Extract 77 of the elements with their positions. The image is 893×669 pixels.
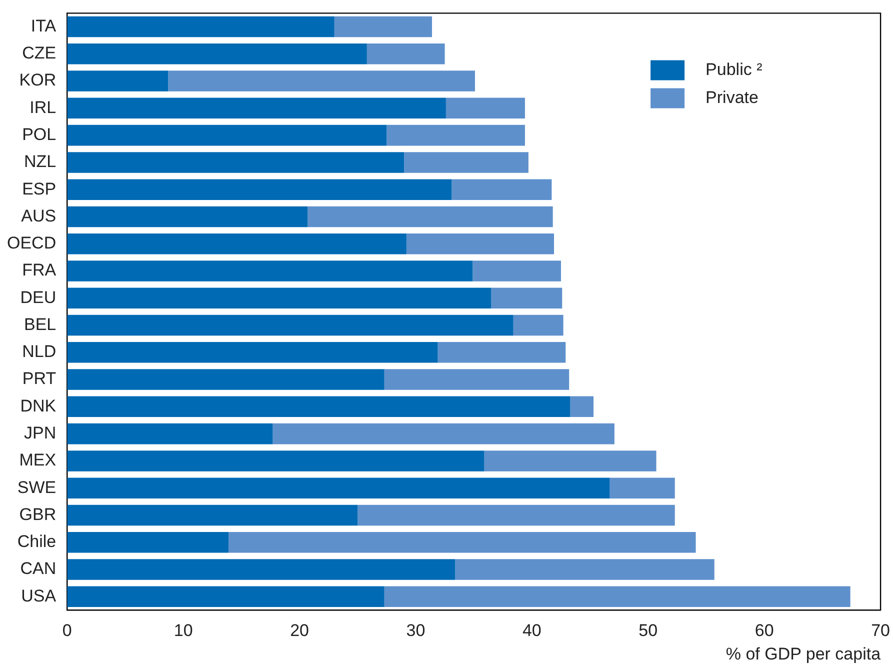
bar xyxy=(513,314,564,336)
x-tick-label: 50 xyxy=(638,621,658,640)
bar xyxy=(334,16,432,38)
x-tick-label: 60 xyxy=(754,621,774,640)
bar xyxy=(67,288,492,309)
bar xyxy=(610,478,675,498)
y-tick-label: GBR xyxy=(19,504,56,524)
x-tick-label: 40 xyxy=(522,621,542,640)
y-tick-label: NLD xyxy=(22,342,56,362)
bar xyxy=(308,206,553,228)
bar xyxy=(67,70,168,92)
bar xyxy=(67,314,514,336)
y-tick-label: BEL xyxy=(24,314,56,334)
y-tick-label: USA xyxy=(21,586,57,606)
bar xyxy=(67,98,446,119)
bar xyxy=(570,396,594,418)
y-tick-label: PRT xyxy=(22,369,56,388)
bar xyxy=(384,369,570,390)
x-tick-label: 20 xyxy=(290,621,309,640)
y-tick-label: AUS xyxy=(21,206,56,226)
bar xyxy=(67,369,384,390)
y-tick-label: OECD xyxy=(6,234,56,253)
bar xyxy=(67,44,367,64)
bar xyxy=(67,206,308,228)
y-tick-label: JPN xyxy=(24,424,56,442)
bar xyxy=(406,233,554,254)
y-tick-label: CZE xyxy=(22,44,56,63)
legend-label: Private xyxy=(706,88,758,107)
y-tick-label: DNK xyxy=(20,396,57,416)
legend-label: Public ² xyxy=(706,60,763,79)
bar xyxy=(446,98,525,119)
bar xyxy=(366,44,445,64)
y-tick-label: NZL xyxy=(24,152,56,172)
x-axis-title: % of GDP per capita xyxy=(726,644,882,664)
y-tick-label: MEX xyxy=(19,450,56,470)
bar xyxy=(404,152,528,173)
y-tick-label: CAN xyxy=(20,559,56,578)
bar xyxy=(67,16,334,38)
bar xyxy=(386,124,525,146)
y-tick-label: ITA xyxy=(30,16,57,36)
bar xyxy=(67,478,610,498)
y-tick-label: IRL xyxy=(30,98,56,117)
bar xyxy=(484,450,656,472)
x-tick-label: 70 xyxy=(871,621,890,640)
bar xyxy=(67,233,406,254)
y-tick-label: POL xyxy=(22,125,56,144)
bar xyxy=(455,559,714,580)
bar xyxy=(168,70,475,92)
y-tick-label: SWE xyxy=(17,478,56,497)
bar xyxy=(67,342,438,363)
y-tick-label: ESP xyxy=(22,179,56,198)
bar xyxy=(472,260,561,282)
bar xyxy=(67,504,358,526)
x-tick-label: 10 xyxy=(174,621,193,640)
x-tick-label: 30 xyxy=(406,621,426,640)
bar xyxy=(452,179,552,200)
x-tick-label: 0 xyxy=(62,621,72,640)
y-tick-label: KOR xyxy=(19,70,56,90)
bar xyxy=(67,152,404,173)
bar xyxy=(438,342,566,363)
bar xyxy=(358,504,675,526)
y-tick-label: Chile xyxy=(17,532,56,552)
bar xyxy=(491,288,562,309)
bar xyxy=(67,450,484,472)
bar xyxy=(67,179,452,200)
bar xyxy=(228,532,696,553)
bar xyxy=(67,260,473,282)
y-tick-label: FRA xyxy=(22,260,57,280)
bar xyxy=(67,423,273,444)
bar xyxy=(67,586,384,608)
bar xyxy=(67,396,570,418)
bar xyxy=(67,559,456,580)
bar xyxy=(272,423,614,444)
bar xyxy=(67,532,229,553)
bar xyxy=(67,124,387,146)
bar xyxy=(384,586,850,608)
y-tick-label: DEU xyxy=(20,288,56,307)
